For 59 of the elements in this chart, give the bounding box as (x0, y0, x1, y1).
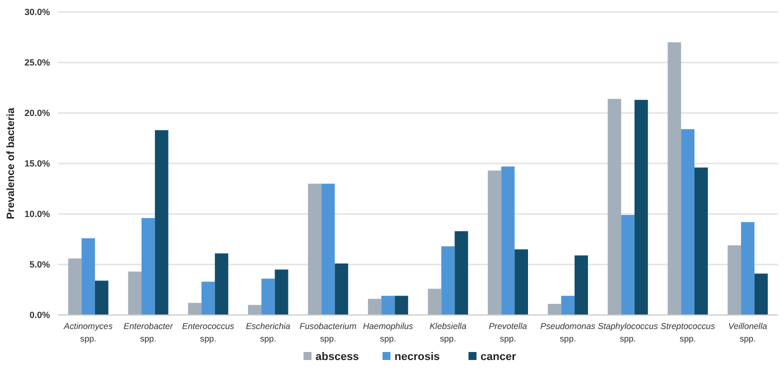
bar (381, 296, 395, 315)
bar (514, 249, 528, 315)
x-tick-label: Escherichia spp. (246, 321, 291, 344)
bar (548, 304, 562, 315)
y-axis-title: Prevalence of bacteria (5, 108, 17, 220)
y-tick-label: 30.0% (24, 7, 50, 18)
bar (441, 246, 455, 315)
x-tick-label: Staphylococcus spp. (598, 321, 659, 344)
x-tick-label: Pseudomonas spp. (540, 321, 596, 344)
bar (261, 278, 275, 315)
x-tick-label: Klebsiella spp. (430, 321, 467, 344)
bar (694, 168, 708, 315)
bar (608, 98, 622, 315)
bar (728, 245, 742, 315)
bar (68, 258, 82, 315)
x-tick-label: Veillonella spp. (728, 321, 768, 344)
legend-label: cancer (480, 351, 517, 363)
bar (741, 222, 754, 315)
bar (754, 274, 768, 315)
bar (394, 296, 408, 315)
bar (634, 100, 648, 315)
bar (201, 282, 215, 315)
legend-label: abscess (316, 351, 359, 363)
x-tick-label: Fusobacterium spp. (300, 321, 356, 344)
bar (334, 263, 348, 315)
x-tick-label: Enterobacter spp. (124, 321, 174, 344)
y-tick-label: 5.0% (29, 260, 50, 270)
legend-label: necrosis (394, 351, 440, 363)
bar (668, 42, 682, 315)
x-tick-label: Streptococcus spp. (660, 321, 716, 344)
bar (368, 298, 382, 315)
y-tick-label: 0.0% (29, 310, 50, 320)
y-tick-label: 15.0% (24, 158, 50, 169)
bar (321, 184, 335, 315)
bar (128, 272, 142, 315)
x-tick-label: Prevotella spp. (488, 321, 528, 344)
bar (188, 302, 202, 315)
bar (214, 253, 228, 315)
y-tick-label: 10.0% (24, 209, 50, 220)
y-tick-label: 25.0% (24, 58, 50, 68)
bar (248, 304, 262, 315)
bar (681, 129, 694, 315)
bar (308, 184, 322, 315)
bar (428, 288, 442, 315)
bar (94, 280, 108, 315)
bar (561, 296, 575, 315)
x-tick-label: Haemophilus spp. (362, 321, 414, 344)
bar (82, 238, 95, 315)
bar (154, 130, 168, 315)
bar (501, 166, 515, 315)
bar (621, 215, 635, 315)
bar (274, 270, 288, 315)
bar (142, 218, 155, 315)
bar (488, 170, 502, 315)
x-tick-label: Enterococcus spp. (182, 321, 235, 344)
bar (454, 231, 468, 315)
x-tick-label: Actinomyces spp. (62, 321, 114, 344)
y-tick-label: 20.0% (24, 108, 50, 118)
bar (574, 255, 588, 315)
